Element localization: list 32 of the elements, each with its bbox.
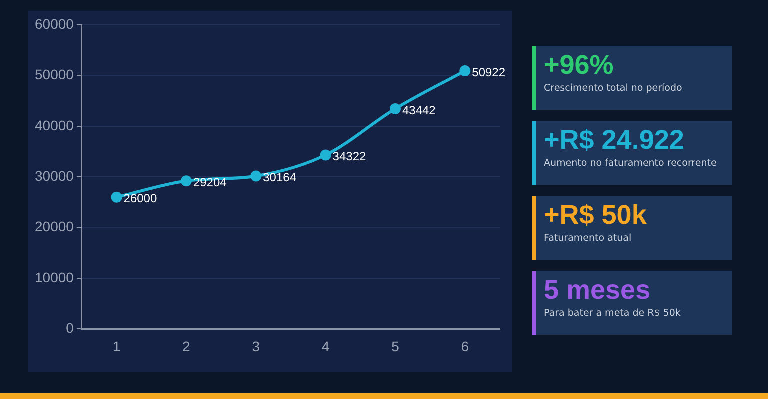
point [111,192,122,203]
point [180,176,192,187]
y-tick-label: 30000 [34,168,74,184]
y-tick-label: 10000 [34,269,74,286]
x-tick-label: 3 [252,338,260,354]
data-label: 34322 [332,150,366,164]
text: Para bater a meta de R$ 50k [544,308,682,319]
point [460,66,471,77]
data-label: 43442 [402,103,436,118]
x-tick-label: 4 [322,338,330,354]
y-tick-label: 40000 [34,117,74,134]
point [250,170,262,182]
text: Crescimento total no período [544,83,684,94]
text: +R$ 50k [544,200,648,231]
data-label: 30164 [263,170,297,185]
y-tick-label: 50000 [34,66,74,83]
y-tick-label: 0 [66,320,74,336]
point [390,103,401,114]
y-tick-label: 60000 [34,16,74,32]
text: +96% [544,50,615,81]
text: +R$ 24.922 [544,125,686,156]
text: Faturamento atual [544,233,633,244]
data-label: 26000 [124,192,158,206]
x-tick-label: 5 [392,338,400,354]
x-tick-label: 2 [182,338,191,354]
x-tick-label: 6 [461,338,470,354]
x-tick-label: 1 [112,338,121,354]
y-tick-label: 20000 [34,218,74,235]
point [320,150,332,161]
text: Aumento no faturamento recorrente [544,158,718,169]
text: 5 meses [544,275,652,306]
data-label: 50922 [472,65,506,80]
